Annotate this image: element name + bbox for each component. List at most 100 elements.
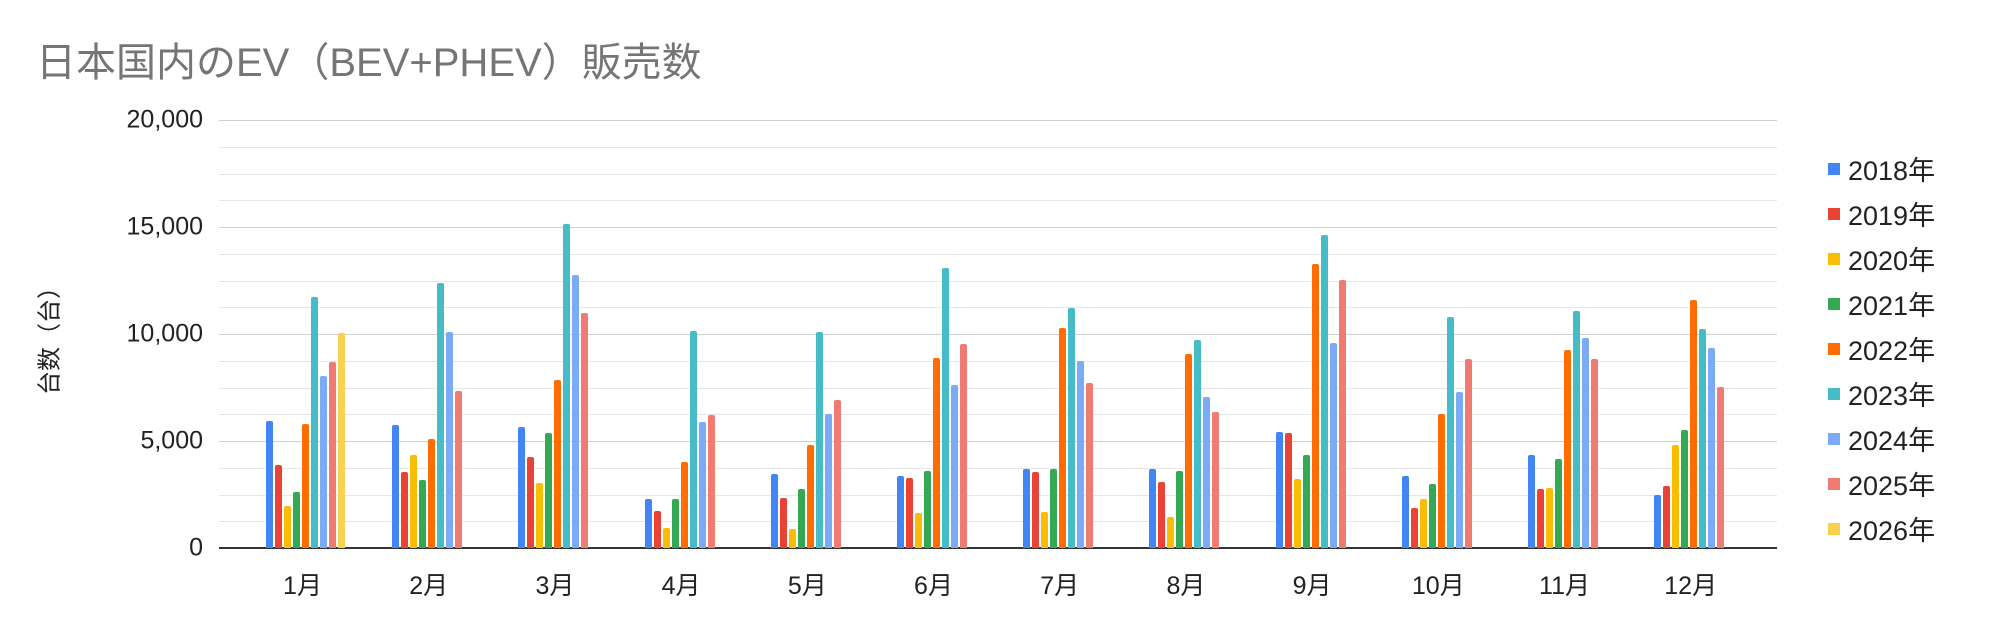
bar[interactable] bbox=[338, 332, 345, 548]
legend-item[interactable]: 2018年 bbox=[1828, 146, 1935, 191]
bar[interactable] bbox=[644, 498, 652, 548]
bar[interactable] bbox=[689, 331, 697, 548]
bar[interactable] bbox=[653, 510, 661, 548]
bar[interactable] bbox=[1086, 383, 1094, 548]
legend-item[interactable]: 2019年 bbox=[1828, 191, 1935, 236]
bar[interactable] bbox=[1437, 414, 1445, 548]
bar[interactable] bbox=[671, 498, 679, 548]
bar[interactable] bbox=[1663, 485, 1671, 548]
bar[interactable] bbox=[951, 385, 958, 548]
bar[interactable] bbox=[554, 380, 562, 548]
bar[interactable] bbox=[824, 414, 832, 548]
bar[interactable] bbox=[437, 283, 445, 548]
bar[interactable] bbox=[1582, 338, 1589, 548]
bar[interactable] bbox=[788, 528, 796, 548]
bar[interactable] bbox=[924, 470, 931, 548]
bar[interactable] bbox=[1275, 432, 1283, 548]
bar[interactable] bbox=[428, 439, 436, 548]
bar[interactable] bbox=[311, 296, 318, 548]
bar[interactable] bbox=[1537, 488, 1544, 548]
bar[interactable] bbox=[1176, 470, 1184, 548]
bar[interactable] bbox=[1338, 280, 1346, 548]
bar[interactable] bbox=[906, 478, 913, 548]
bar[interactable] bbox=[320, 375, 327, 548]
bar[interactable] bbox=[1203, 396, 1211, 548]
bar[interactable] bbox=[1419, 498, 1427, 548]
bar[interactable] bbox=[915, 512, 922, 548]
bar[interactable] bbox=[1032, 472, 1040, 548]
bar[interactable] bbox=[1185, 353, 1193, 548]
bar[interactable] bbox=[1212, 411, 1220, 548]
legend-item[interactable]: 2026年 bbox=[1828, 506, 1935, 551]
bar[interactable] bbox=[1654, 494, 1662, 548]
bar[interactable] bbox=[1528, 454, 1535, 548]
bar[interactable] bbox=[302, 424, 309, 548]
bar[interactable] bbox=[779, 497, 787, 548]
legend-item[interactable]: 2021年 bbox=[1828, 281, 1935, 326]
bar[interactable] bbox=[1717, 387, 1725, 548]
bar[interactable] bbox=[1564, 350, 1571, 548]
bar[interactable] bbox=[293, 492, 300, 548]
bar[interactable] bbox=[1149, 469, 1157, 548]
bar[interactable] bbox=[1455, 391, 1463, 548]
bar[interactable] bbox=[1699, 329, 1707, 548]
bar[interactable] bbox=[1591, 359, 1598, 548]
bar[interactable] bbox=[518, 427, 526, 548]
bar[interactable] bbox=[563, 224, 571, 548]
bar[interactable] bbox=[1059, 328, 1067, 548]
bar[interactable] bbox=[1446, 317, 1454, 548]
bar[interactable] bbox=[1555, 458, 1562, 548]
bar[interactable] bbox=[1158, 482, 1166, 548]
bar[interactable] bbox=[942, 268, 949, 548]
bar[interactable] bbox=[1401, 476, 1409, 548]
bar[interactable] bbox=[770, 473, 778, 548]
bar[interactable] bbox=[806, 445, 814, 548]
legend-item[interactable]: 2025年 bbox=[1828, 461, 1935, 506]
bar[interactable] bbox=[897, 476, 904, 548]
bar[interactable] bbox=[455, 390, 463, 548]
bar[interactable] bbox=[1428, 484, 1436, 548]
legend-item[interactable]: 2024年 bbox=[1828, 416, 1935, 461]
bar[interactable] bbox=[1708, 347, 1716, 548]
bar[interactable] bbox=[1041, 512, 1049, 548]
bar[interactable] bbox=[392, 424, 400, 548]
bar[interactable] bbox=[833, 399, 841, 548]
bar[interactable] bbox=[707, 415, 715, 548]
bar[interactable] bbox=[1050, 469, 1058, 548]
bar[interactable] bbox=[446, 332, 454, 548]
bar[interactable] bbox=[581, 313, 589, 548]
bar[interactable] bbox=[1573, 311, 1580, 548]
bar[interactable] bbox=[1068, 308, 1076, 548]
bar[interactable] bbox=[419, 479, 427, 548]
bar[interactable] bbox=[284, 506, 291, 548]
bar[interactable] bbox=[545, 432, 553, 548]
bar[interactable] bbox=[527, 457, 535, 548]
bar[interactable] bbox=[275, 465, 282, 548]
bar[interactable] bbox=[815, 332, 823, 548]
bar[interactable] bbox=[1329, 342, 1337, 548]
bar[interactable] bbox=[572, 274, 580, 548]
bar[interactable] bbox=[1284, 433, 1292, 548]
legend-item[interactable]: 2020年 bbox=[1828, 236, 1935, 281]
bar[interactable] bbox=[1690, 299, 1698, 548]
bar[interactable] bbox=[1023, 469, 1031, 548]
bar[interactable] bbox=[933, 357, 940, 548]
legend-item[interactable]: 2023年 bbox=[1828, 371, 1935, 416]
bar[interactable] bbox=[797, 488, 805, 548]
bar[interactable] bbox=[1293, 478, 1301, 548]
bar[interactable] bbox=[1464, 359, 1472, 548]
bar[interactable] bbox=[401, 472, 409, 548]
legend-item[interactable]: 2022年 bbox=[1828, 326, 1935, 371]
bar[interactable] bbox=[1311, 264, 1319, 548]
bar[interactable] bbox=[960, 344, 967, 548]
bar[interactable] bbox=[1672, 445, 1680, 548]
bar[interactable] bbox=[536, 482, 544, 548]
bar[interactable] bbox=[1194, 339, 1202, 548]
bar[interactable] bbox=[1410, 507, 1418, 548]
bar[interactable] bbox=[329, 362, 336, 548]
bar[interactable] bbox=[1681, 430, 1689, 548]
bar[interactable] bbox=[266, 421, 273, 548]
bar[interactable] bbox=[1546, 488, 1553, 548]
bar[interactable] bbox=[662, 528, 670, 548]
bar[interactable] bbox=[1320, 234, 1328, 548]
